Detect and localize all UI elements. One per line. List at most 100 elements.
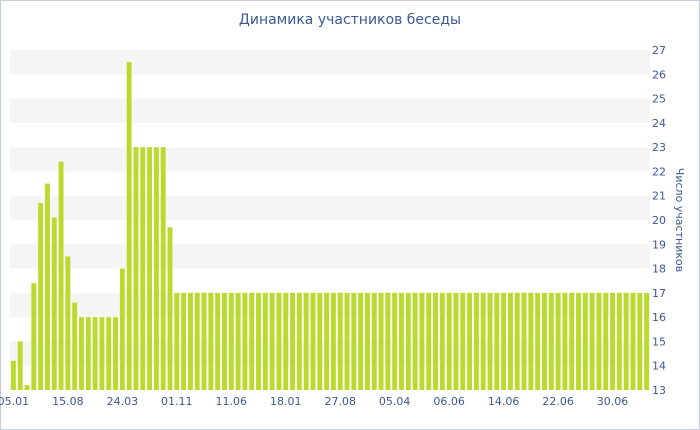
bar bbox=[419, 292, 425, 390]
bar bbox=[412, 292, 418, 390]
bar bbox=[242, 292, 248, 390]
bar bbox=[256, 292, 261, 390]
y-tick-label: 24 bbox=[652, 117, 666, 130]
bar bbox=[276, 292, 282, 390]
y-tick-label: 13 bbox=[652, 384, 666, 397]
y-axis-ticks: 13 14 15 16 17 18 19 20 21 22 23 24 25 26 27 bbox=[652, 44, 666, 397]
bar bbox=[507, 292, 513, 390]
grid-band bbox=[10, 122, 650, 148]
x-tick-label: 11.06 bbox=[216, 395, 248, 408]
bar bbox=[324, 292, 330, 390]
bar bbox=[371, 292, 377, 390]
bar bbox=[521, 292, 527, 390]
bar bbox=[160, 147, 166, 390]
bar bbox=[358, 292, 364, 390]
bar bbox=[194, 292, 200, 390]
grid-band bbox=[10, 244, 650, 269]
bar bbox=[494, 292, 500, 390]
bar bbox=[174, 292, 180, 390]
bar bbox=[610, 292, 615, 390]
y-tick-label: 17 bbox=[652, 287, 666, 300]
bar bbox=[548, 292, 554, 390]
y-tick-label: 22 bbox=[652, 165, 666, 178]
bar bbox=[208, 292, 214, 390]
bar bbox=[126, 62, 132, 390]
bar bbox=[92, 317, 98, 390]
bar bbox=[181, 292, 187, 390]
bar bbox=[535, 292, 541, 390]
grid-band bbox=[10, 220, 650, 245]
bar bbox=[79, 317, 84, 390]
bar bbox=[473, 292, 479, 390]
bar bbox=[72, 302, 78, 390]
y-tick-label: 27 bbox=[652, 44, 666, 57]
bar bbox=[38, 203, 44, 390]
bar bbox=[569, 292, 575, 390]
bar bbox=[399, 292, 404, 390]
y-axis-label: Число участников bbox=[673, 168, 686, 272]
bar bbox=[317, 292, 323, 390]
y-tick-label: 15 bbox=[652, 335, 666, 348]
bar bbox=[576, 292, 581, 390]
grid-band bbox=[10, 317, 650, 342]
bar bbox=[133, 147, 139, 390]
bar bbox=[446, 292, 452, 390]
bar bbox=[616, 292, 622, 390]
chart-title: Динамика участников беседы bbox=[238, 12, 462, 28]
bar bbox=[330, 292, 336, 390]
x-tick-label: 15.08 bbox=[52, 395, 84, 408]
bar bbox=[106, 317, 112, 390]
bar bbox=[351, 292, 357, 390]
bar bbox=[187, 292, 193, 390]
bar bbox=[119, 268, 125, 390]
y-tick-label: 21 bbox=[652, 190, 666, 203]
bar bbox=[215, 292, 221, 390]
grid-band bbox=[10, 195, 650, 220]
bar bbox=[433, 292, 438, 390]
bar bbox=[365, 292, 370, 390]
bar bbox=[378, 292, 384, 390]
x-tick-label: 22.06 bbox=[542, 395, 574, 408]
bar bbox=[487, 292, 493, 390]
bar bbox=[310, 292, 316, 390]
x-tick-label: 24.03 bbox=[107, 395, 139, 408]
bar bbox=[140, 147, 146, 390]
grid-band bbox=[10, 74, 650, 99]
bar bbox=[269, 292, 275, 390]
bar bbox=[51, 217, 57, 390]
grid-band bbox=[10, 98, 650, 123]
bar bbox=[249, 292, 255, 390]
bar bbox=[385, 292, 391, 390]
bar bbox=[344, 292, 350, 390]
y-tick-label: 19 bbox=[652, 238, 666, 251]
bar bbox=[596, 292, 602, 390]
bar bbox=[392, 292, 398, 390]
bars bbox=[10, 62, 650, 390]
y-tick-label: 18 bbox=[652, 263, 666, 276]
x-tick-label: 06.06 bbox=[433, 395, 465, 408]
bar bbox=[603, 292, 609, 390]
bar bbox=[153, 147, 159, 390]
bar bbox=[528, 292, 534, 390]
grid-band bbox=[10, 50, 650, 75]
grid-bands bbox=[10, 50, 650, 390]
bar bbox=[405, 292, 411, 390]
grid-band bbox=[10, 341, 650, 366]
grid-band bbox=[10, 292, 650, 318]
bar bbox=[10, 360, 16, 390]
bar bbox=[201, 292, 207, 390]
x-tick-label: 14.06 bbox=[488, 395, 520, 408]
bar bbox=[337, 292, 343, 390]
bar bbox=[262, 292, 268, 390]
bar bbox=[453, 292, 459, 390]
bar bbox=[45, 183, 50, 390]
bar bbox=[283, 292, 289, 390]
x-tick-label: 05.01 bbox=[0, 395, 29, 408]
bar bbox=[24, 385, 30, 390]
bar bbox=[147, 147, 153, 390]
y-tick-label: 16 bbox=[652, 311, 666, 324]
grid-band bbox=[10, 147, 650, 172]
bar bbox=[228, 292, 234, 390]
bar bbox=[514, 292, 520, 390]
